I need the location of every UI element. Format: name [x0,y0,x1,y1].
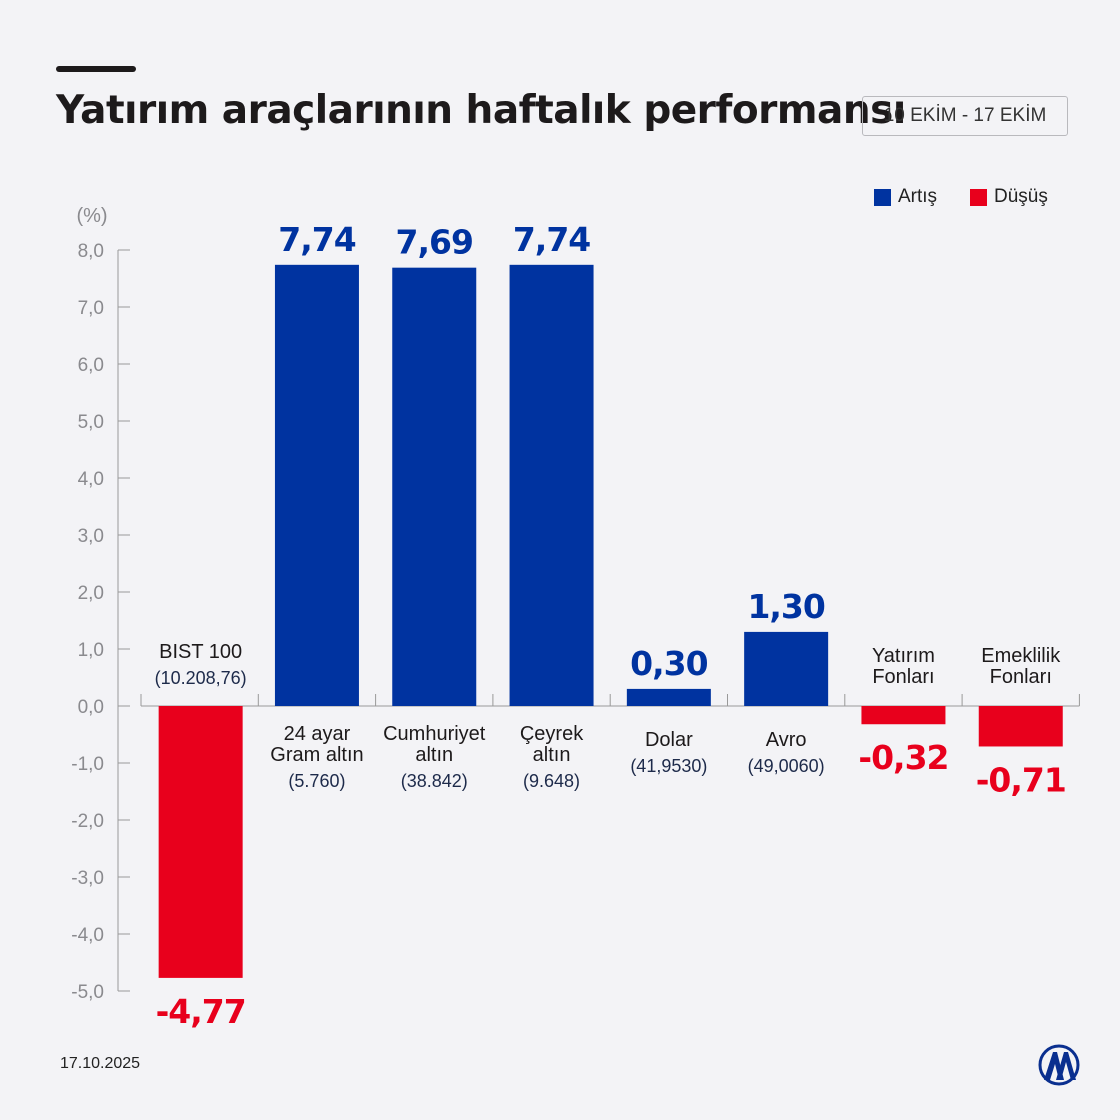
chart-title: Yatırım araçlarının haftalık performansı [56,88,906,133]
bar-7 [978,706,1063,747]
category-sublabel: (10.208,76) [155,668,247,688]
y-tick-label: 0,0 [78,697,104,718]
category-label: Avro [766,729,807,751]
value-label: 7,74 [513,220,590,259]
category-label: Fonları [990,666,1052,688]
category-sublabel: (49,0060) [748,756,825,776]
y-tick-label: -3,0 [71,868,104,889]
category-label: Gram altın [270,744,363,766]
y-tick-label: 7,0 [78,298,104,319]
category-sublabel: (9.648) [523,771,580,791]
category-sublabel: (41,9530) [630,756,707,776]
date-range-badge: 10 EKİM - 17 EKİM [862,96,1068,136]
category-label: Emeklilik [981,645,1061,667]
y-tick-label: 8,0 [78,241,104,262]
value-label: 7,69 [396,223,473,262]
bar-3 [509,264,594,706]
category-label: BIST 100 [159,641,242,663]
category-label: altın [533,744,571,766]
category-label: altın [415,744,453,766]
bar-0 [158,706,243,978]
title-accent-bar [56,66,136,72]
y-tick-label: 6,0 [78,355,104,376]
category-sublabel: (5.760) [288,771,345,791]
legend-swatch-blue [874,188,891,206]
category-label: Yatırım [872,645,935,667]
y-tick-label: -1,0 [71,754,104,775]
y-tick-label: -4,0 [71,925,104,946]
y-tick-label: 3,0 [78,526,104,547]
value-label: 7,74 [278,220,355,259]
legend-item-increase: Artış [874,186,937,208]
category-label: Cumhuriyet [383,723,486,745]
bar-4 [626,688,711,706]
category-label: Dolar [645,729,693,751]
footer-date: 17.10.2025 [60,1055,141,1072]
y-tick-label: 1,0 [78,640,104,661]
y-tick-label: -5,0 [71,982,104,1003]
aa-logo [1038,1044,1080,1091]
value-label: 1,30 [747,587,824,626]
bar-5 [744,631,829,706]
y-tick-label: 5,0 [78,412,104,433]
legend-label: Düşüş [994,186,1048,207]
value-label: -4,77 [156,992,246,1031]
category-label: Fonları [872,666,934,688]
y-axis-label: (%) [76,205,107,227]
bar-2 [392,267,477,706]
value-label: -0,71 [976,760,1066,799]
category-sublabel: (38.842) [401,771,468,791]
category-label: Çeyrek [520,723,584,745]
value-label: -0,32 [858,738,948,777]
value-label: 0,30 [630,644,707,683]
legend-label: Artış [898,186,938,207]
category-label: 24 ayar [284,723,351,745]
bar-6 [861,706,946,725]
legend-item-decrease: Düşüş [970,186,1048,208]
bar-1 [274,264,359,706]
legend-swatch-red [970,188,987,206]
y-tick-label: -2,0 [71,811,104,832]
y-tick-label: 4,0 [78,469,104,490]
y-tick-label: 2,0 [78,583,104,604]
